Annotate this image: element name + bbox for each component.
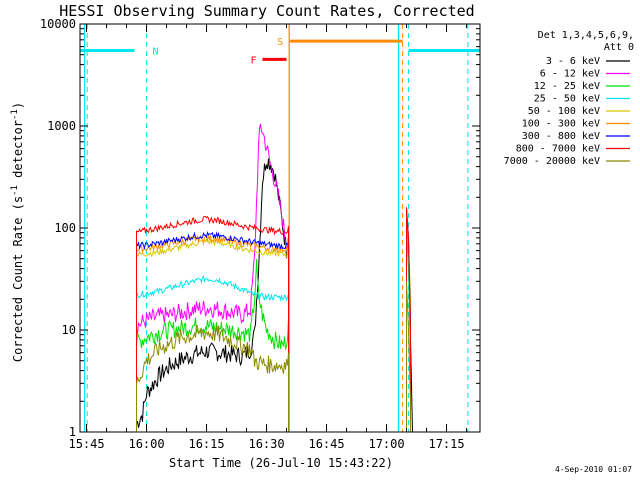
x-tick-label-2: 16:15 bbox=[188, 437, 224, 451]
series-4 bbox=[136, 213, 411, 432]
x-tick-label-6: 17:15 bbox=[428, 437, 464, 451]
legend-label-8: 7000 - 20000 keV bbox=[504, 156, 600, 167]
series-5 bbox=[136, 208, 411, 432]
legend-title-line-0: Det 1,3,4,5,6,9, bbox=[538, 30, 634, 41]
plot-area: N F S bbox=[80, 24, 480, 432]
legend-label-2: 12 - 25 keV bbox=[534, 81, 600, 92]
flag-s-label: S bbox=[277, 37, 283, 48]
y-tick-label-1: 10 bbox=[62, 323, 76, 337]
y-tick-label-2: 100 bbox=[54, 221, 76, 235]
series-2 bbox=[136, 227, 411, 432]
legend: Det 1,3,4,5,6,9,Att 0 3 - 6 keV 6 - 12 keV… bbox=[504, 30, 634, 167]
date-stamp: 4-Sep-2010 01:07 bbox=[554, 465, 632, 474]
x-tick-label-3: 16:30 bbox=[248, 437, 284, 451]
x-tick-label-1: 16:00 bbox=[128, 437, 164, 451]
series-late-8 bbox=[406, 281, 411, 432]
legend-label-5: 100 - 300 keV bbox=[522, 119, 600, 130]
series-3 bbox=[136, 216, 411, 432]
series-line-3 bbox=[136, 274, 289, 432]
legend-title-line-1: Att 0 bbox=[604, 42, 634, 53]
y-axis-label: Corrected Count Rate (s-1 detector-1) bbox=[10, 102, 25, 362]
axes: 1 10 100 1000 10000 15:45 16:00 16:15 16:30 16:45… bbox=[40, 17, 481, 451]
series-line-0 bbox=[136, 158, 289, 432]
legend-label-4: 50 - 100 keV bbox=[528, 106, 600, 117]
series-line-1 bbox=[136, 123, 289, 432]
x-tick-label-0: 15:45 bbox=[68, 437, 104, 451]
legend-label-7: 800 - 7000 keV bbox=[516, 144, 600, 155]
y-tick-label-4: 10000 bbox=[40, 17, 76, 31]
y-tick-label-0: 1 bbox=[69, 425, 76, 439]
series-line-2 bbox=[136, 258, 289, 432]
y-tick-label-3: 1000 bbox=[47, 119, 76, 133]
series-line-8 bbox=[136, 324, 289, 432]
series-8 bbox=[136, 281, 411, 432]
chart-title: HESSI Observing Summary Count Rates, Cor… bbox=[59, 2, 474, 20]
flag-f-label: F bbox=[251, 55, 257, 66]
x-tick-label-5: 17:00 bbox=[368, 437, 404, 451]
legend-label-0: 3 - 6 keV bbox=[546, 56, 600, 67]
legend-label-6: 300 - 800 keV bbox=[522, 131, 600, 142]
series-line-6 bbox=[136, 231, 289, 432]
legend-label-1: 6 - 12 keV bbox=[540, 69, 600, 80]
series-line-5 bbox=[136, 234, 289, 432]
legend-label-3: 25 - 50 keV bbox=[534, 94, 600, 105]
x-tick-label-4: 16:45 bbox=[308, 437, 344, 451]
flag-n-label: N bbox=[153, 46, 159, 57]
x-axis-label: Start Time (26-Jul-10 15:43:22) bbox=[169, 456, 393, 470]
series-line-7 bbox=[136, 215, 289, 432]
series-line-4 bbox=[136, 237, 289, 432]
plot-frame bbox=[79, 23, 481, 433]
